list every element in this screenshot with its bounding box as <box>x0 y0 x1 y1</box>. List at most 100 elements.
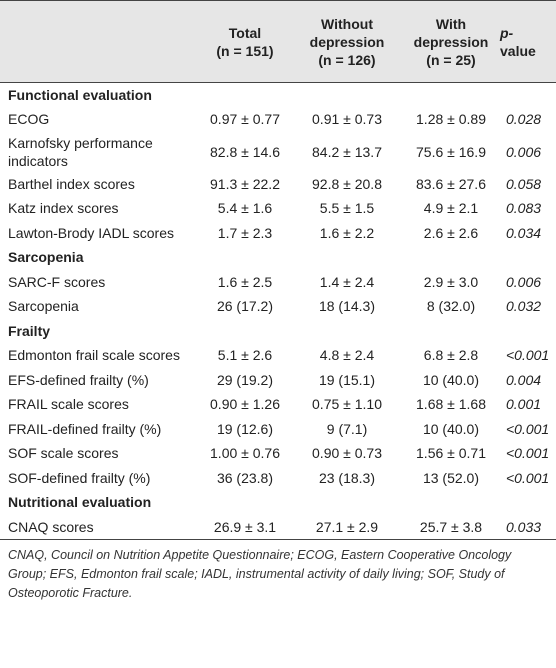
header-row: Total (n = 151) Without depression (n = 126)… <box>0 0 556 83</box>
header-line: (n = 126) <box>318 51 376 68</box>
section-title: Functional evaluation <box>8 87 152 103</box>
cell: <0.001 <box>506 347 550 364</box>
table-body: Functional evaluation ECOG 0.97 ± 0.77 0.91… <box>0 83 556 539</box>
row-label: SARC-F scores <box>8 273 106 290</box>
cell: 0.004 <box>506 371 542 388</box>
data-row: EFS-defined frailty (%) 29 (19.2) 19 (15.1… <box>0 368 556 393</box>
header-line: p- <box>500 24 514 41</box>
cell: 82.8 ± 14.6 <box>210 143 280 160</box>
row-label: Barthel index scores <box>8 175 135 192</box>
cell: 0.028 <box>506 111 542 128</box>
header-line: depression <box>309 33 385 50</box>
cell: 0.006 <box>506 143 542 160</box>
cell: 75.6 ± 16.9 <box>416 143 486 160</box>
cell: 1.68 ± 1.68 <box>416 396 486 413</box>
cell: 1.56 ± 0.71 <box>416 445 486 462</box>
cell: 23 (18.3) <box>318 469 376 486</box>
cell: 0.97 ± 0.77 <box>210 111 280 128</box>
cell: 0.001 <box>506 396 542 413</box>
cell: 26.9 ± 3.1 <box>213 518 277 535</box>
cell: 1.7 ± 2.3 <box>217 224 273 241</box>
cell: 0.083 <box>506 200 542 217</box>
cell: 2.9 ± 3.0 <box>423 273 479 290</box>
cell: 5.5 ± 1.5 <box>319 200 375 217</box>
cell: 1.4 ± 2.4 <box>319 273 375 290</box>
section-row: Frailty <box>0 319 556 344</box>
table-header: Total (n = 151) Without depression (n = 126)… <box>0 0 556 83</box>
row-label: ECOG <box>8 111 50 128</box>
cell: 5.1 ± 2.6 <box>217 347 273 364</box>
header-line: Without <box>321 15 373 32</box>
cell: 83.6 ± 27.6 <box>416 175 486 192</box>
row-label: Katz index scores <box>8 200 119 217</box>
row-label: FRAIL-defined frailty (%) <box>8 420 162 437</box>
header-line: depression <box>413 33 489 50</box>
cell: 8 (32.0) <box>426 298 476 315</box>
header-line: Total <box>228 24 262 41</box>
cell: 10 (40.0) <box>422 371 480 388</box>
cell: 0.75 ± 1.10 <box>312 396 382 413</box>
data-row: SOF-defined frailty (%) 36 (23.8) 23 (18.3… <box>0 466 556 491</box>
section-title: Sarcopenia <box>8 249 84 266</box>
row-label: CNAQ scores <box>8 518 94 535</box>
data-row: ECOG 0.97 ± 0.77 0.91 ± 0.73 1.28 ± 0.89 0.0… <box>0 107 556 132</box>
data-row: SOF scale scores 1.00 ± 0.76 0.90 ± 0.73 1.… <box>0 441 556 466</box>
cell: 1.00 ± 0.76 <box>210 445 280 462</box>
cell: 1.6 ± 2.5 <box>217 273 273 290</box>
cell: 0.90 ± 0.73 <box>312 445 382 462</box>
section-title: Nutritional evaluation <box>8 494 152 511</box>
cell: 13 (52.0) <box>422 469 480 486</box>
cell: 19 (12.6) <box>216 420 274 437</box>
data-row: FRAIL-defined frailty (%) 19 (12.6) 9 (7.1… <box>0 417 556 442</box>
header-cell: p-value <box>500 1 556 83</box>
header-line: With <box>435 15 467 32</box>
cell: 0.006 <box>506 273 542 290</box>
header-cell: Total (n = 151) <box>198 1 292 83</box>
data-row: Sarcopenia 26 (17.2) 18 (14.3) 8 (32.0) 0.03… <box>0 294 556 319</box>
cell: 9 (7.1) <box>326 420 368 437</box>
cell: 84.2 ± 13.7 <box>312 143 382 160</box>
cell: 91.3 ± 22.2 <box>210 175 280 192</box>
cell: 6.8 ± 2.8 <box>423 347 479 364</box>
cell: 4.9 ± 2.1 <box>423 200 479 217</box>
header-line: (n = 25) <box>426 51 476 68</box>
data-row: Lawton-Brody IADL scores 1.7 ± 2.3 1.6 ± 2… <box>0 221 556 246</box>
data-row: Karnofsky performance indicators 82.8 ± 1… <box>0 132 556 172</box>
cell: <0.001 <box>506 420 550 437</box>
cell: <0.001 <box>506 445 550 462</box>
row-label: Edmonton frail scale scores <box>8 347 180 364</box>
section-row: Functional evaluation <box>0 83 556 108</box>
cell: 0.90 ± 1.26 <box>210 396 280 413</box>
section-row: Sarcopenia <box>0 245 556 270</box>
row-label: SOF scale scores <box>8 445 119 462</box>
table: Total (n = 151) Without depression (n = 126)… <box>0 0 556 539</box>
cell: 18 (14.3) <box>318 298 376 315</box>
cell: 0.033 <box>506 518 542 535</box>
cell: <0.001 <box>506 469 550 486</box>
row-label: Karnofsky performance indicators <box>8 134 153 169</box>
header-line: value <box>500 42 536 59</box>
cell: 27.1 ± 2.9 <box>315 518 379 535</box>
cell: 25.7 ± 3.8 <box>419 518 483 535</box>
cell: 19 (15.1) <box>318 371 376 388</box>
cell: 26 (17.2) <box>216 298 274 315</box>
header-cell: With depression (n = 25) <box>402 1 500 83</box>
data-row: Barthel index scores 91.3 ± 22.2 92.8 ± 20… <box>0 172 556 197</box>
data-row: FRAIL scale scores 0.90 ± 1.26 0.75 ± 1.10… <box>0 392 556 417</box>
row-label: Lawton-Brody IADL scores <box>8 224 174 241</box>
cell: 36 (23.8) <box>216 469 274 486</box>
data-row: CNAQ scores 26.9 ± 3.1 27.1 ± 2.9 25.7 ± 3.… <box>0 515 556 539</box>
row-label: SOF-defined frailty (%) <box>8 469 151 486</box>
data-row: Edmonton frail scale scores 5.1 ± 2.6 4.8 … <box>0 343 556 368</box>
cell: 1.6 ± 2.2 <box>319 224 375 241</box>
cell: 0.032 <box>506 298 542 315</box>
row-label: FRAIL scale scores <box>8 396 129 413</box>
cell: 2.6 ± 2.6 <box>423 224 479 241</box>
section-title: Frailty <box>8 322 51 339</box>
cell: 0.91 ± 0.73 <box>312 111 382 128</box>
row-label: EFS-defined frailty (%) <box>8 371 149 388</box>
header-cell: Without depression (n = 126) <box>292 1 402 83</box>
cell: 92.8 ± 20.8 <box>312 175 382 192</box>
data-row: SARC-F scores 1.6 ± 2.5 1.4 ± 2.4 2.9 ± 3.0… <box>0 270 556 295</box>
